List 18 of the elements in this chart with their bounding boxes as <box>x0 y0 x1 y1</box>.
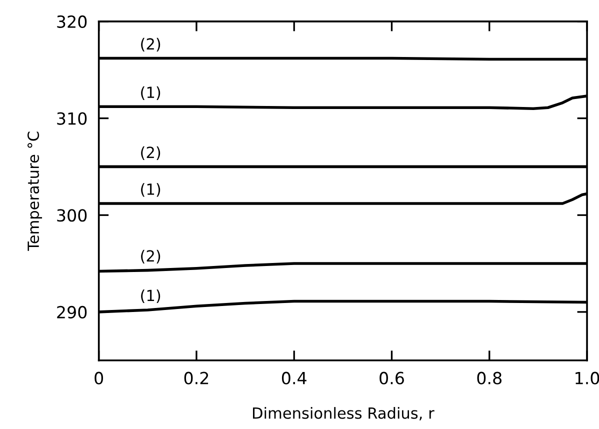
series-label: (2) <box>141 250 160 264</box>
x-tick-label: 0.2 <box>184 372 208 384</box>
x-tick-label: 1.0 <box>576 372 599 384</box>
series-label: (2) <box>141 146 160 160</box>
x-axis-title: Dimensionless Radius, r <box>253 407 434 420</box>
x-tick-label: 0.8 <box>477 372 502 384</box>
y-tick-label: 310 <box>57 112 87 125</box>
y-tick-label: 300 <box>57 209 87 222</box>
x-tick-label: 0.4 <box>282 372 306 384</box>
y-tick-label: 290 <box>57 306 87 319</box>
x-tick-label: 0.6 <box>380 372 404 384</box>
y-tick-label: 320 <box>57 15 87 28</box>
x-tick-label: 0 <box>94 372 104 384</box>
y-axis-title: Temperature °C <box>28 132 42 251</box>
series-label: (1) <box>141 289 160 304</box>
series-label: (2) <box>141 38 160 52</box>
series-label: (1) <box>141 86 160 100</box>
series-label: (1) <box>141 183 160 197</box>
